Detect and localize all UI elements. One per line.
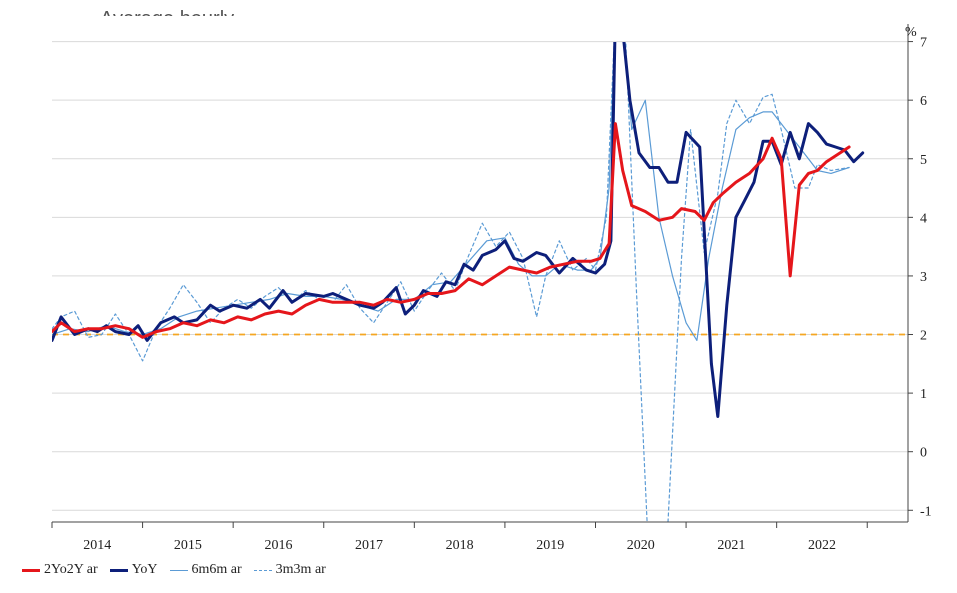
x-tick-label-2016: 2016	[264, 538, 292, 553]
gridlines	[52, 41, 908, 511]
legend-swatch-3m3m	[253, 569, 272, 571]
plot-area	[52, 42, 865, 522]
legend-label-3m3m: 3m3m ar	[275, 562, 326, 577]
legend-label-yoy: YoY	[131, 562, 158, 577]
legend-item-yoy: YoY	[109, 562, 158, 578]
series-line-yoy	[52, 42, 865, 418]
x-tick-label-2014: 2014	[83, 538, 111, 553]
x-tick-label-2022: 2022	[808, 538, 836, 553]
x-tick-label-2019: 2019	[536, 538, 564, 553]
legend-label-2yo2y: 2Yo2Y ar	[44, 562, 98, 577]
series-line-3m3m-ar-late	[667, 93, 850, 522]
legend-item-6m6m: 6m6m ar	[169, 562, 242, 578]
x-tick-label-2018: 2018	[446, 538, 474, 553]
y-tick-label-7: 7	[920, 36, 927, 51]
legend: 2Yo2Y ar YoY 6m6m ar 3m3m ar	[22, 562, 338, 578]
legend-item-3m3m: 3m3m ar	[253, 562, 326, 578]
legend-swatch-6m6m	[169, 569, 188, 571]
x-tick-label-2015: 2015	[174, 538, 202, 553]
x-tick-label-2021: 2021	[717, 538, 745, 553]
legend-label-6m6m: 6m6m ar	[191, 562, 242, 577]
legend-swatch-2yo2y	[22, 568, 40, 572]
axes: -1 0 1 2 3 4 5 6 7 2014 2015 2016 2017 2018 2019 2020 20…	[51, 24, 932, 553]
legend-item-2yo2y: 2Yo2Y ar	[22, 562, 98, 578]
y-tick-label-1: 1	[920, 387, 927, 402]
x-tick-label-2020: 2020	[627, 538, 655, 553]
y-tick-label-5: 5	[920, 153, 927, 168]
y-tick-label-2: 2	[920, 329, 927, 344]
chart-title-fragment: Average hourly earnings	[100, 4, 290, 16]
x-tick-label-2017: 2017	[355, 538, 383, 553]
y-unit-label: %	[905, 25, 917, 40]
y-tick-label-6: 6	[920, 94, 927, 109]
y-tick-label-4: 4	[920, 211, 927, 226]
series-line-3m3m-ar	[52, 42, 648, 522]
y-tick-label-3: 3	[920, 270, 927, 285]
y-tick-label--1: -1	[920, 504, 932, 519]
legend-swatch-yoy	[109, 568, 128, 572]
series-line-2yo2y-ar	[52, 122, 851, 339]
y-tick-label-0: 0	[920, 446, 927, 461]
